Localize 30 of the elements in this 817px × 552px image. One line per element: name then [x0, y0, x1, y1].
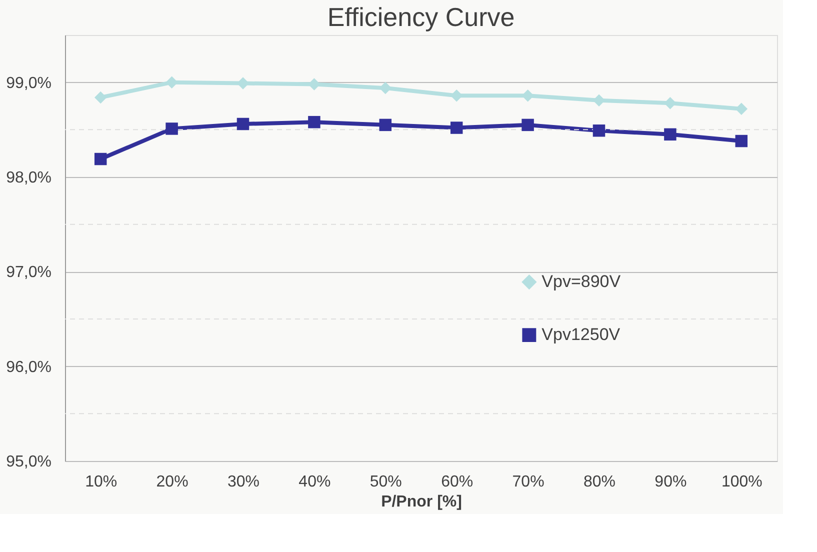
x-tick-label: 90%: [654, 474, 687, 490]
x-tick-label: 100%: [721, 474, 762, 490]
x-tick-label: 60%: [441, 474, 474, 490]
point: [94, 91, 107, 104]
x-tick-label: 40%: [298, 474, 331, 490]
point: [166, 122, 178, 135]
x-tick-label: 20%: [156, 474, 188, 490]
y-tick-label: 97,0%: [6, 264, 52, 282]
x-tick-label: 10%: [85, 474, 118, 490]
point: [236, 118, 250, 130]
point: [592, 124, 606, 137]
x-tick-label: 30%: [227, 474, 260, 490]
point: [308, 116, 320, 128]
y-tick-label: 99,0%: [6, 74, 52, 92]
y-tick-label: 95,0%: [6, 454, 52, 470]
x-tick-label: 70%: [512, 474, 544, 490]
y-tick-label: 98,0%: [6, 170, 52, 186]
x-tick-label: 80%: [583, 474, 616, 490]
y-tick-label: 96,0%: [6, 358, 52, 376]
x-tick-label: 50%: [370, 474, 402, 490]
point: [664, 128, 676, 141]
legend-label: Vpv=890V: [542, 272, 622, 292]
chart-title: Efficiency Curve: [327, 2, 515, 32]
x-axis-title: P/Pnor [%]: [381, 494, 462, 510]
point: [450, 122, 463, 134]
point: [522, 118, 534, 132]
point: [94, 152, 107, 166]
legend-label: Vpv1250V: [542, 325, 621, 344]
point: [379, 118, 392, 132]
point: [735, 134, 748, 148]
